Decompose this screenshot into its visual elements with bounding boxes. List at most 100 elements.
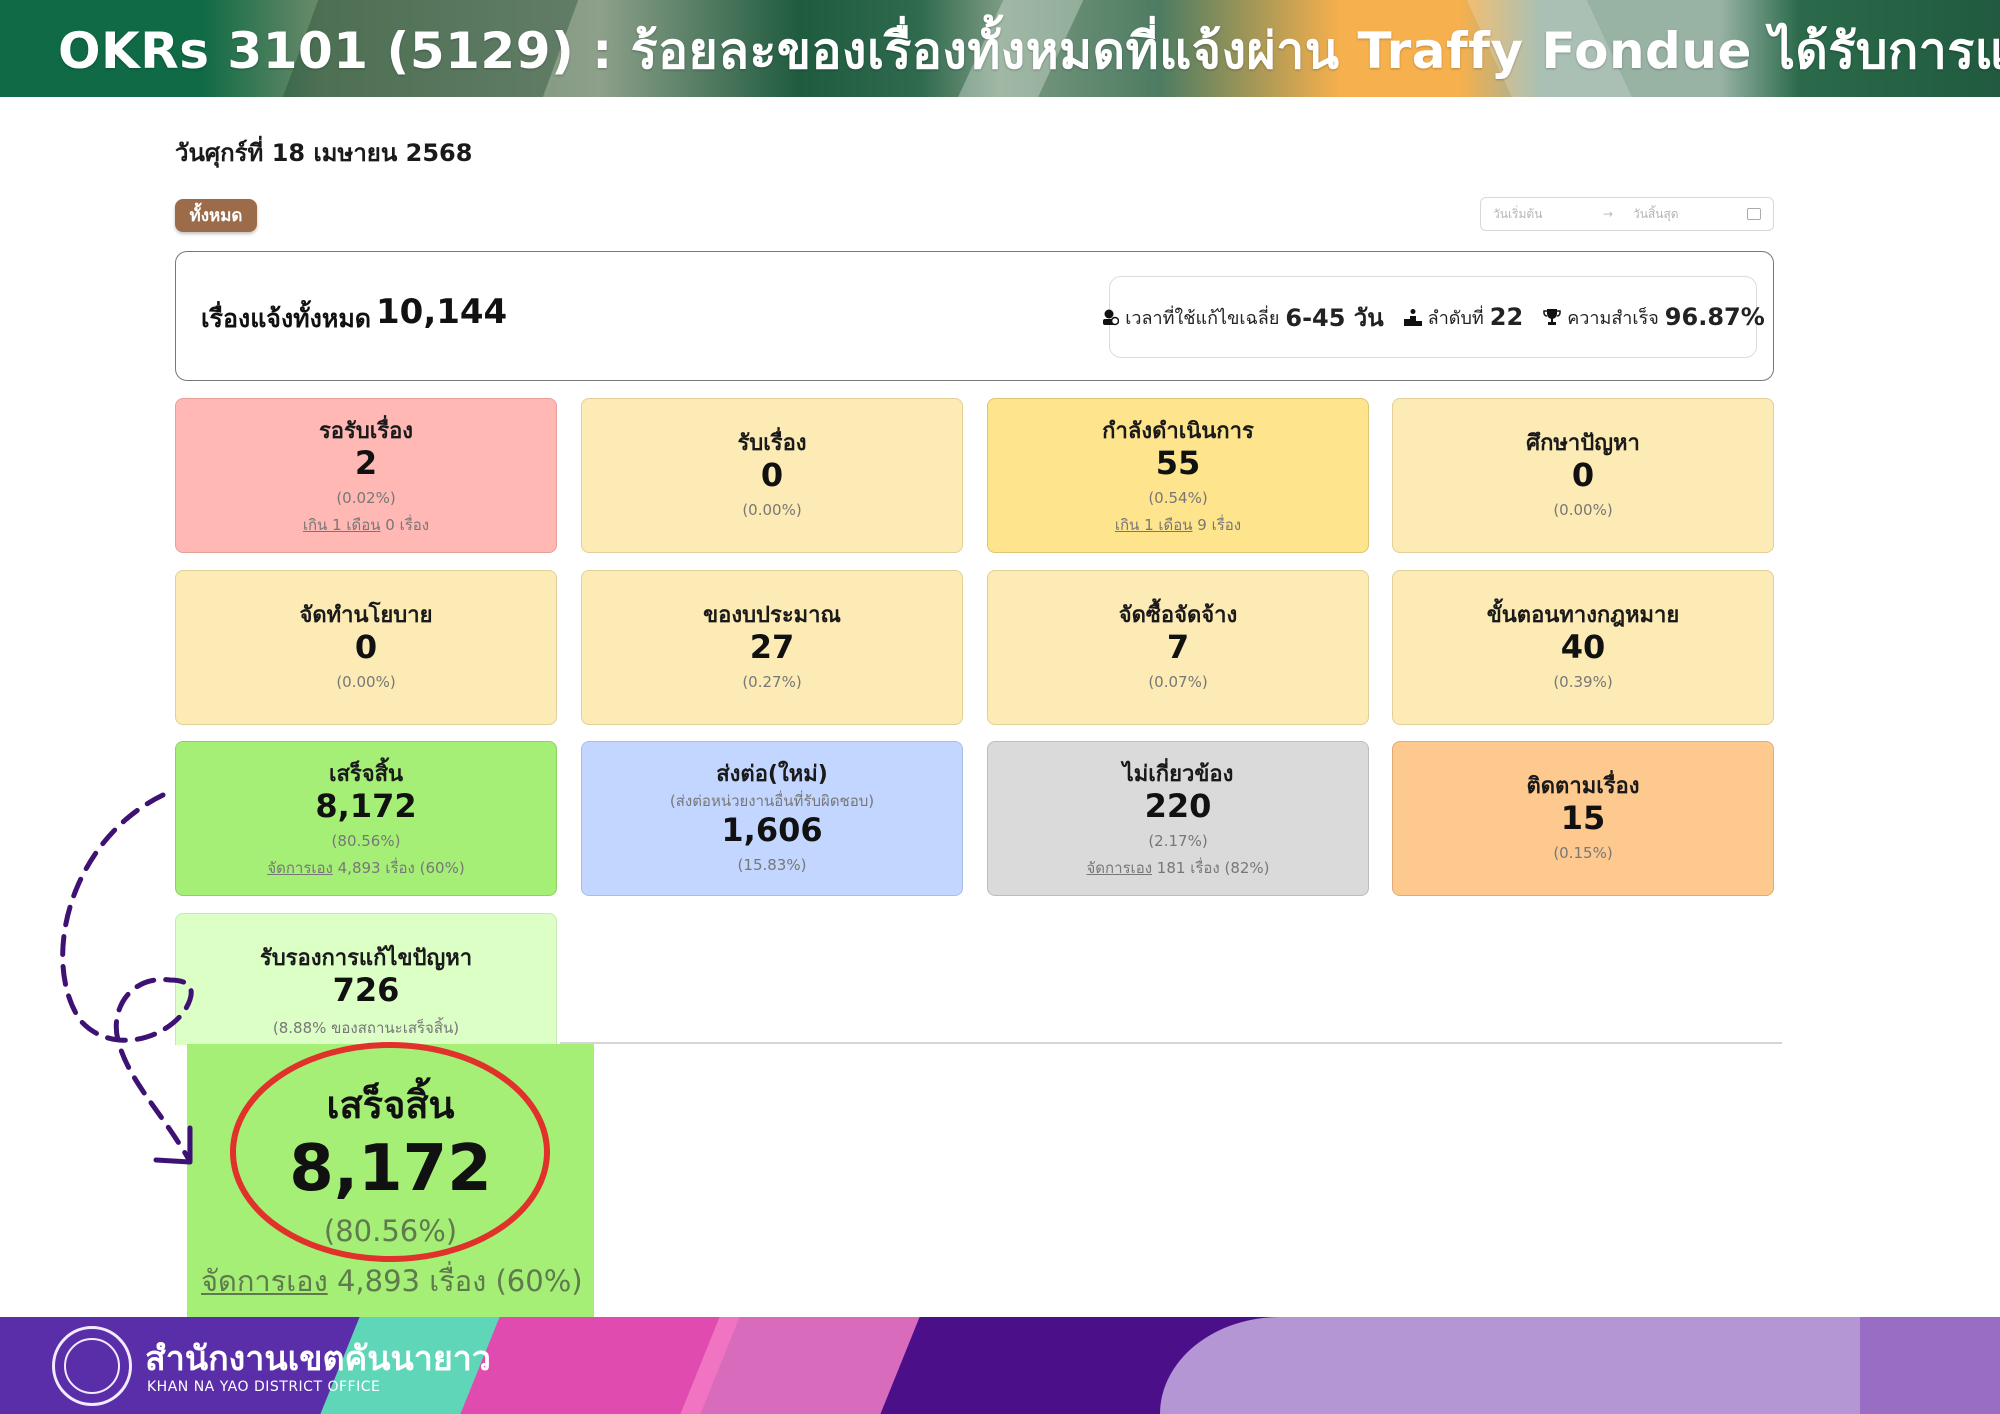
calendar-icon[interactable] — [1747, 208, 1761, 220]
card-value: 15 — [1560, 799, 1606, 837]
card-value: 55 — [1155, 444, 1201, 482]
zoom-percent: (80.56%) — [323, 1214, 458, 1248]
card-note: จัดการเอง 4,893 เรื่อง (60%) — [267, 859, 465, 877]
status-card-follow-up[interactable]: ติดตามเรื่อง 15 (0.15%) — [1392, 741, 1774, 896]
bangkok-seal-logo — [52, 1326, 132, 1406]
card-value: 0 — [760, 456, 784, 494]
header-banner: OKRs 3101 (5129) : ร้อยละของเรื่องทั้งหม… — [0, 0, 2000, 97]
card-note: เกิน 1 เดือน 0 เรื่อง — [302, 516, 430, 534]
footer-decoration — [680, 1317, 920, 1414]
footer-decoration — [1160, 1317, 1900, 1414]
total-reports-value: 10,144 — [376, 292, 508, 332]
zoomed-done-card: เสร็จสิ้น 8,172 (80.56%) จัดการเอง 4,893… — [187, 1044, 594, 1318]
avg-time-value: 6-45 วัน — [1285, 303, 1384, 332]
card-note: จัดการเอง 181 เรื่อง (82%) — [1086, 859, 1270, 877]
dashed-arrow — [60, 792, 194, 1161]
card-title: ติดตามเรื่อง — [1526, 774, 1640, 799]
start-date-input[interactable]: วันเริ่มต้น — [1493, 206, 1543, 221]
card-percent: (0.00%) — [1553, 501, 1613, 519]
card-title: ของบประมาณ — [703, 603, 841, 628]
card-percent: (0.07%) — [1148, 673, 1208, 691]
podium-icon — [1403, 309, 1422, 326]
date-range-picker[interactable]: วันเริ่มต้น → วันสิ้นสุด — [1480, 197, 1774, 231]
card-title: จัดซื้อจัดจ้าง — [1118, 603, 1238, 628]
avg-time-label: เวลาที่ใช้แก้ไขเฉลี่ย — [1125, 307, 1280, 329]
status-card-budget[interactable]: ของบประมาณ 27 (0.27%) — [581, 570, 963, 725]
trophy-icon — [1543, 309, 1561, 325]
arrow-head-icon — [153, 1125, 193, 1165]
card-percent: (15.83%) — [737, 856, 807, 874]
status-card-legal[interactable]: ขั้นตอนทางกฎหมาย 40 (0.39%) — [1392, 570, 1774, 725]
success-label: ความสำเร็จ — [1567, 307, 1659, 329]
rank-label: ลำดับที่ — [1427, 307, 1484, 329]
zoom-value: 8,172 — [289, 1132, 492, 1206]
stats-pill: เวลาที่ใช้แก้ไขเฉลี่ย 6-45 วัน ลำดับที่ … — [1103, 276, 1765, 358]
total-reports-label: เรื่องแจ้งทั้งหมด — [201, 304, 372, 333]
card-subtitle: (ส่งต่อหน่วยงานอื่นที่รับผิดชอบ) — [669, 792, 875, 810]
card-value: 0 — [354, 628, 378, 666]
card-percent: (0.15%) — [1553, 844, 1613, 862]
success-value: 96.87% — [1664, 303, 1765, 331]
card-value: 7 — [1166, 628, 1190, 666]
status-card-study[interactable]: ศึกษาปัญหา 0 (0.00%) — [1392, 398, 1774, 553]
user-clock-icon — [1103, 309, 1120, 326]
zoom-note: จัดการเอง 4,893 เรื่อง (60%) — [201, 1264, 583, 1298]
overdue-link[interactable]: เกิน 1 เดือน — [1114, 516, 1193, 534]
footer-decoration — [1860, 1317, 2000, 1414]
filter-all-button[interactable]: ทั้งหมด — [175, 199, 257, 232]
card-value: 220 — [1144, 787, 1212, 825]
report-date: วันศุกร์ที่ 18 เมษายน 2568 — [175, 139, 473, 167]
highlight-circle — [230, 1042, 550, 1262]
card-value: 726 — [332, 971, 400, 1009]
self-handled-link[interactable]: จัดการเอง — [1086, 859, 1153, 877]
card-percent: (8.88% ของสถานะเสร็จสิ้น) — [272, 1019, 460, 1037]
card-title: ไม่เกี่ยวข้อง — [1122, 762, 1234, 787]
card-percent: (0.39%) — [1553, 673, 1613, 691]
org-name-english: KHAN NA YAO DISTRICT OFFICE — [147, 1379, 381, 1395]
zoom-title: เสร็จสิ้น — [326, 1083, 455, 1127]
status-card-waiting[interactable]: รอรับเรื่อง 2 (0.02%) เกิน 1 เดือน 0 เรื… — [175, 398, 557, 553]
rank-stat: ลำดับที่ 22 — [1394, 303, 1534, 332]
overdue-link[interactable]: เกิน 1 เดือน — [302, 516, 381, 534]
status-card-received[interactable]: รับเรื่อง 0 (0.00%) — [581, 398, 963, 553]
card-title: รับเรื่อง — [737, 431, 807, 456]
card-value: 40 — [1560, 628, 1606, 666]
avg-time-stat: เวลาที่ใช้แก้ไขเฉลี่ย 6-45 วัน — [1091, 298, 1393, 337]
rank-value: 22 — [1489, 303, 1524, 331]
card-title: ขั้นตอนทางกฎหมาย — [1486, 603, 1680, 628]
card-percent: (2.17%) — [1148, 832, 1208, 850]
status-card-irrelevant[interactable]: ไม่เกี่ยวข้อง 220 (2.17%) จัดการเอง 181 … — [987, 741, 1369, 896]
card-value: 1,606 — [721, 811, 823, 849]
self-handled-link[interactable]: จัดการเอง — [267, 859, 333, 877]
divider-line — [560, 1042, 1782, 1044]
card-value: 2 — [354, 444, 378, 482]
card-percent: (0.54%) — [1148, 489, 1208, 507]
self-handled-link: จัดการเอง — [201, 1264, 328, 1298]
card-value: 27 — [749, 628, 795, 666]
status-card-done[interactable]: เสร็จสิ้น 8,172 (80.56%) จัดการเอง 4,893… — [175, 741, 557, 896]
status-card-in-progress[interactable]: กำลังดำเนินการ 55 (0.54%) เกิน 1 เดือน 9… — [987, 398, 1369, 553]
card-title: รอรับเรื่อง — [318, 419, 414, 444]
end-date-input[interactable]: วันสิ้นสุด — [1633, 206, 1679, 221]
card-title: กำลังดำเนินการ — [1102, 419, 1254, 444]
success-stat: ความสำเร็จ 96.87% — [1533, 303, 1775, 332]
bangkok-seal-logo-inner — [64, 1338, 120, 1394]
status-card-certified[interactable]: รับรองการแก้ไขปัญหา 726 (8.88% ของสถานะเ… — [175, 913, 557, 1045]
card-percent: (0.00%) — [336, 673, 396, 691]
status-card-policy[interactable]: จัดทำนโยบาย 0 (0.00%) — [175, 570, 557, 725]
card-title: เสร็จสิ้น — [328, 762, 404, 787]
card-title: จัดทำนโยบาย — [299, 603, 433, 628]
status-card-procurement[interactable]: จัดซื้อจัดจ้าง 7 (0.07%) — [987, 570, 1369, 725]
card-title: ส่งต่อ(ใหม่) — [716, 762, 828, 787]
card-value: 8,172 — [315, 787, 417, 825]
card-percent: (0.00%) — [742, 501, 802, 519]
range-arrow-icon: → — [1603, 207, 1614, 221]
card-percent: (80.56%) — [331, 832, 401, 850]
card-percent: (0.27%) — [742, 673, 802, 691]
footer-banner: สำนักงานเขตคันนายาว KHAN NA YAO DISTRICT… — [0, 1317, 2000, 1414]
summary-panel: เรื่องแจ้งทั้งหมด 10,144 เวลาที่ใช้แก้ไข… — [175, 251, 1774, 381]
card-value: 0 — [1571, 456, 1595, 494]
org-name-thai: สำนักงานเขตคันนายาว — [145, 1339, 491, 1379]
status-card-forwarded[interactable]: ส่งต่อ(ใหม่) (ส่งต่อหน่วยงานอื่นที่รับผิ… — [581, 741, 963, 896]
